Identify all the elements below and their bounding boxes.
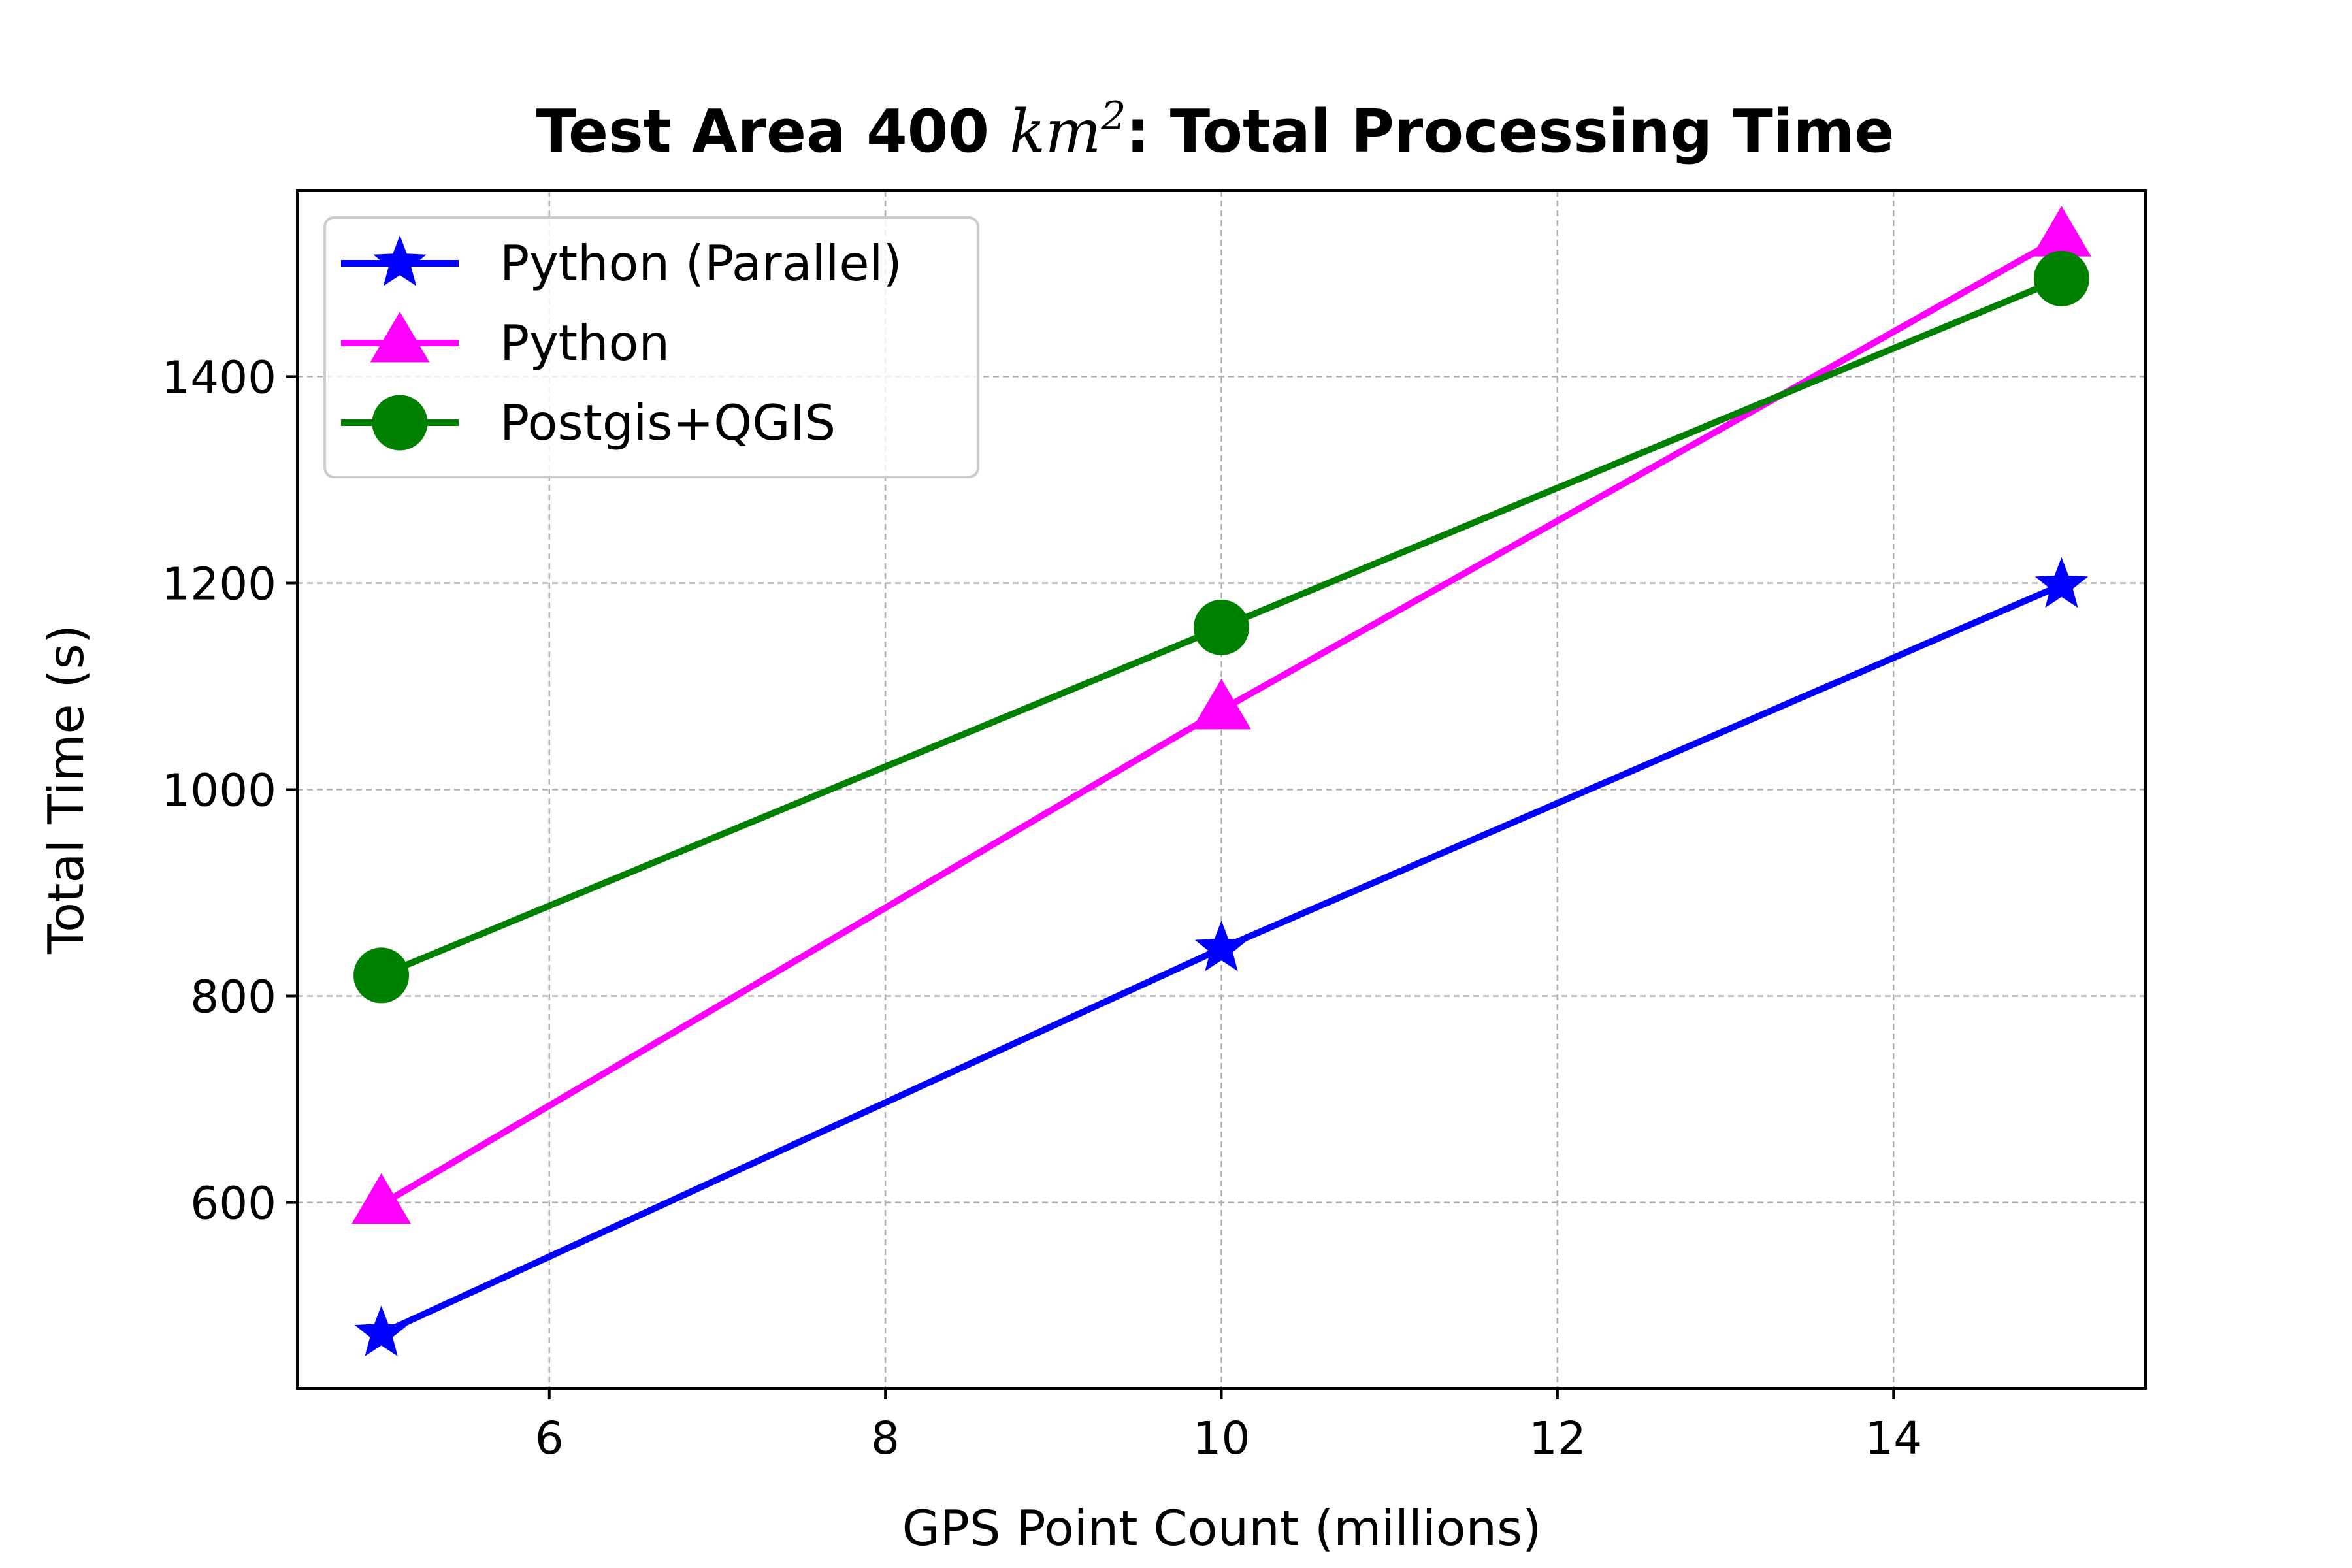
x-tick-label: 14 [1865,1413,1922,1465]
axis-ticks: 6 8 10 12 14 600 800 1000 1200 1400 [161,351,1922,1465]
legend-marker-postgis-qgis [372,395,428,451]
y-tick-label: 1000 [161,765,276,817]
legend: Python (Parallel) Python Postgis+QGIS [323,216,979,478]
data-point-python-parallel [1194,920,1249,972]
y-tick-label: 600 [190,1178,276,1230]
data-point-python [1192,678,1251,730]
data-point-python [2031,206,2091,257]
legend-marker-python [370,312,430,363]
chart-title-exponent: 2 [1100,93,1126,139]
y-axis-label: Total Time (s) [37,625,95,955]
x-tick-label: 10 [1193,1413,1250,1465]
plot-series [351,206,2091,1356]
chart-title: Test Area 400 km2: Total Processing Time [536,93,1895,166]
y-tick-label: 800 [190,972,276,1024]
data-point-postgis-qgis [353,947,410,1004]
chart-title-prefix: Test Area 400 [536,97,1010,166]
data-point-python-parallel [2034,557,2089,608]
x-tick-label: 8 [871,1413,900,1465]
data-point-python-parallel [354,1305,408,1356]
y-tick-label: 1400 [161,351,276,404]
legend-marker-python-parallel [373,235,427,286]
data-point-postgis-qgis [1194,599,1249,655]
data-point-python [351,1173,412,1224]
x-tick-label: 12 [1529,1413,1586,1465]
chart-title-unit: km [1009,97,1101,166]
series-postgis-qgis [353,250,2089,1004]
legend-label-python-parallel: Python (Parallel) [500,235,902,292]
legend-box [323,216,979,478]
x-axis-label: GPS Point Count (millions) [902,1499,1542,1557]
series-python-parallel [354,557,2089,1356]
legend-label-python: Python [500,314,670,372]
legend-label-postgis-qgis: Postgis+QGIS [500,394,836,451]
data-point-postgis-qgis [2033,250,2089,306]
chart-title-suffix: : Total Processing Time [1126,97,1894,166]
grid [297,191,2146,1388]
y-tick-label: 1200 [161,558,276,610]
x-tick-label: 6 [535,1413,564,1465]
